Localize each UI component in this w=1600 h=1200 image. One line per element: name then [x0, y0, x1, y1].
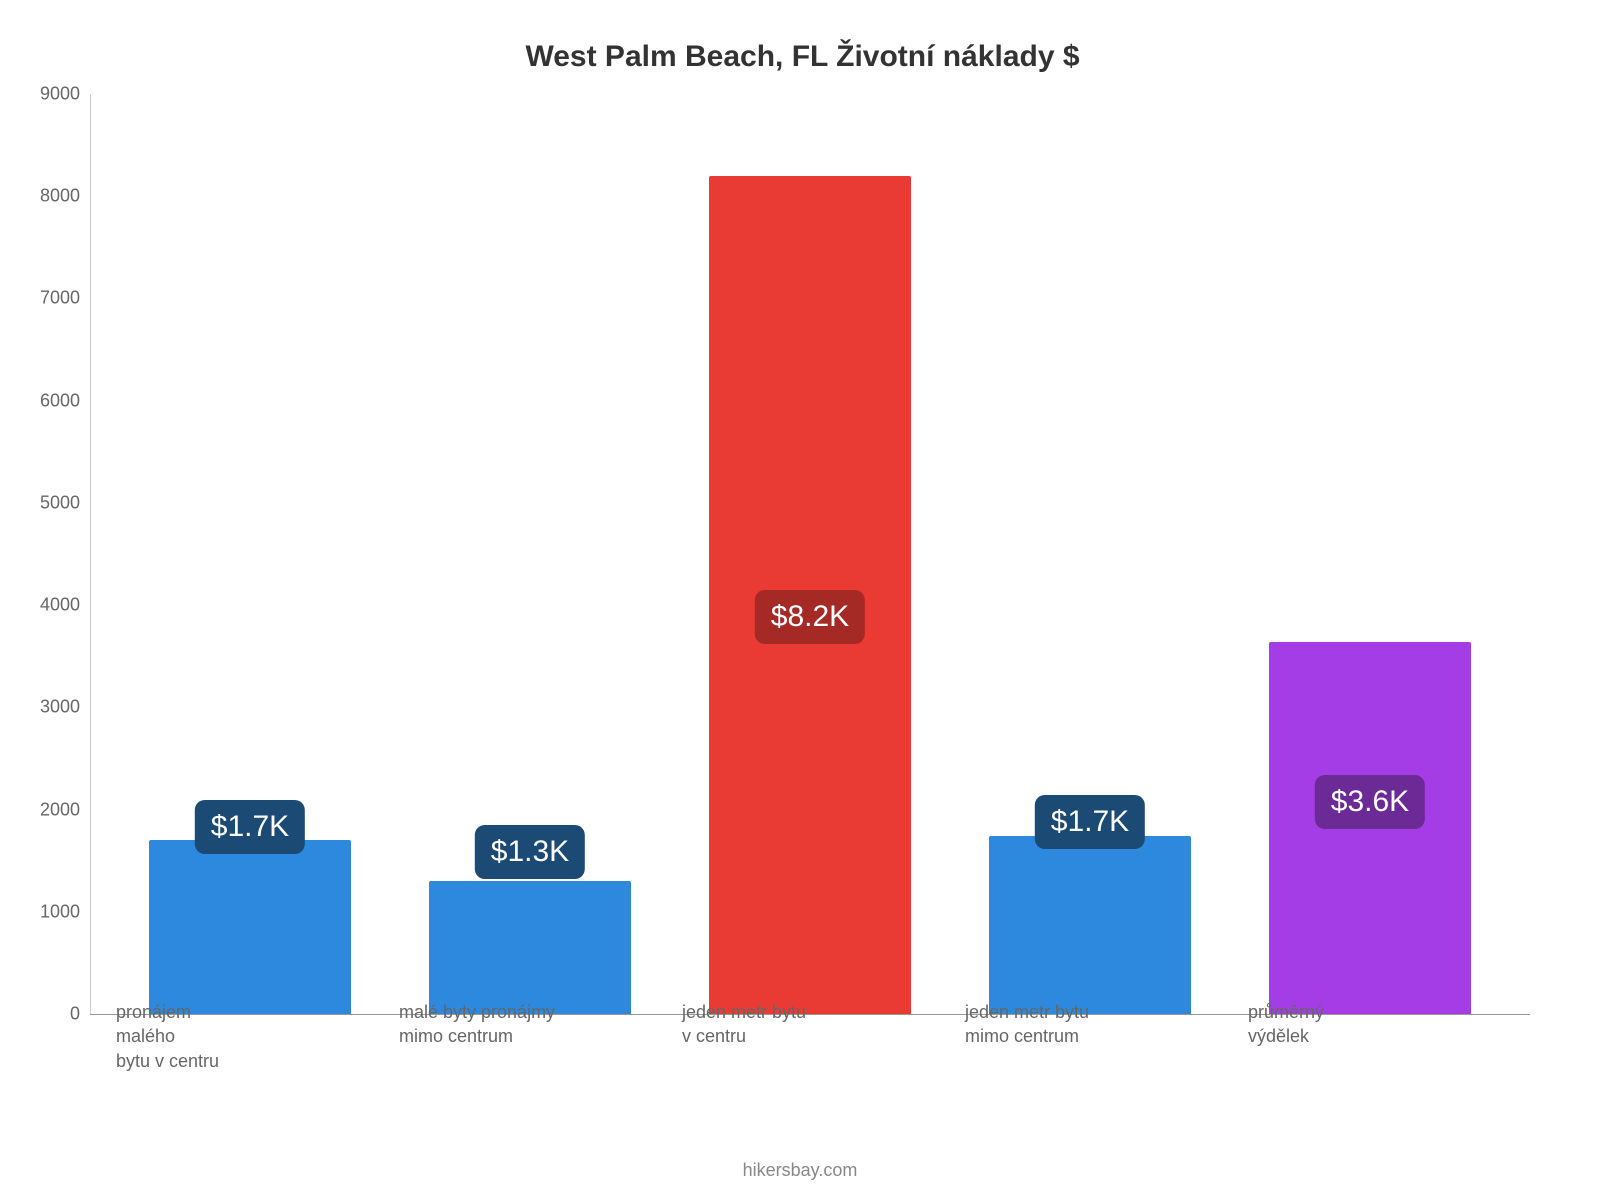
y-tick-label: 4000	[40, 595, 80, 616]
chart-title: West Palm Beach, FL Životní náklady $	[75, 40, 1530, 94]
bar: $1.7K	[149, 840, 351, 1014]
bar-slot: $1.3K	[390, 881, 670, 1014]
y-tick-label: 1000	[40, 901, 80, 922]
bars-group: $1.7K $1.3K $8.2K $1.7K $3.6K	[90, 94, 1530, 1014]
plot-area: 0100020003000400050006000700080009000 $1…	[90, 94, 1530, 1014]
y-tick-label: 9000	[40, 84, 80, 105]
x-axis-label: malé byty pronájmy mimo centrum	[393, 1000, 676, 1073]
y-tick-label: 6000	[40, 390, 80, 411]
bar-value-label: $1.7K	[195, 800, 305, 854]
bar-slot: $1.7K	[110, 840, 390, 1014]
bar-value-label: $3.6K	[1315, 775, 1425, 829]
x-axis-label: průměrný výdělek	[1242, 1000, 1525, 1073]
y-tick-label: 7000	[40, 288, 80, 309]
y-tick-label: 8000	[40, 186, 80, 207]
y-axis: 0100020003000400050006000700080009000	[30, 94, 90, 1014]
footer-attribution: hikersbay.com	[0, 1160, 1600, 1181]
bar-value-label: $1.7K	[1035, 795, 1145, 849]
bar-value-label: $8.2K	[755, 590, 865, 644]
x-axis-label: pronájem malého bytu v centru	[110, 1000, 393, 1073]
x-axis-label: jeden metr bytu mimo centrum	[959, 1000, 1242, 1073]
y-tick-label: 3000	[40, 697, 80, 718]
y-tick-label: 0	[70, 1004, 80, 1025]
y-tick-label: 2000	[40, 799, 80, 820]
bar: $1.7K	[989, 836, 1191, 1014]
chart-container: West Palm Beach, FL Životní náklady $ 01…	[75, 40, 1530, 1040]
bar: $8.2K	[709, 176, 911, 1014]
bar: $1.3K	[429, 881, 631, 1014]
bar-slot: $3.6K	[1230, 642, 1510, 1014]
x-axis-label: jeden metr bytu v centru	[676, 1000, 959, 1073]
y-tick-label: 5000	[40, 492, 80, 513]
bar-slot: $1.7K	[950, 836, 1230, 1014]
bar-slot: $8.2K	[670, 176, 950, 1014]
x-axis-labels: pronájem malého bytu v centrumalé byty p…	[90, 1000, 1545, 1073]
bar-value-label: $1.3K	[475, 825, 585, 879]
bar: $3.6K	[1269, 642, 1471, 1014]
